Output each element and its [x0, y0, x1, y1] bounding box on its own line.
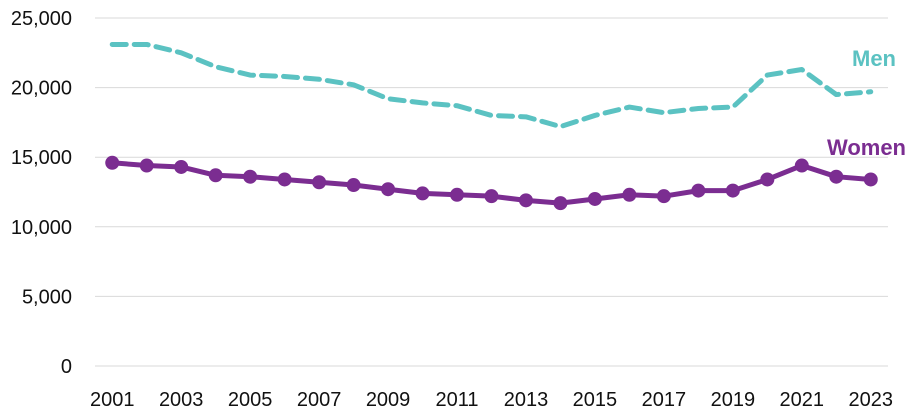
data-point-women: [346, 178, 361, 193]
data-point-women: [312, 175, 327, 190]
data-point-women: [656, 189, 671, 204]
x-tick-label: 2021: [780, 389, 825, 411]
data-point-women: [243, 169, 258, 184]
gridlines: [95, 17, 888, 367]
data-point-women: [829, 169, 844, 184]
x-tick-label: 2003: [159, 389, 204, 411]
y-tick-label: 15,000: [11, 147, 72, 169]
x-tick-label: 2013: [504, 389, 549, 411]
data-point-women: [725, 183, 740, 198]
y-tick-label: 25,000: [11, 8, 72, 30]
series-label-men: Men: [852, 46, 896, 71]
data-point-women: [450, 187, 465, 202]
data-point-women: [553, 196, 568, 211]
data-point-women: [518, 193, 533, 208]
data-point-women: [622, 187, 637, 202]
x-tick-label: 2005: [228, 389, 273, 411]
data-point-women: [277, 172, 292, 187]
data-point-women: [587, 191, 602, 206]
data-point-women: [863, 172, 878, 187]
labels-group: Men Women: [827, 46, 906, 160]
data-point-women: [174, 159, 189, 174]
x-tick-label: 2007: [297, 389, 342, 411]
data-point-women: [208, 168, 223, 183]
data-point-women: [794, 158, 809, 173]
y-tick-label: 10,000: [11, 217, 72, 239]
y-tick-label: 20,000: [11, 78, 72, 100]
x-tick-label: 2017: [642, 389, 687, 411]
y-tick-label: 0: [61, 356, 72, 378]
data-point-women: [691, 183, 706, 198]
x-tick-label: 2019: [711, 389, 756, 411]
data-point-women: [105, 155, 120, 170]
y-tick-label: 5,000: [22, 286, 72, 308]
x-tick-label: 2009: [366, 389, 411, 411]
data-point-women: [484, 189, 499, 204]
data-point-women: [139, 158, 154, 173]
axes: 0 5,000 10,000 15,000 20,000 25,000 2001 2003 20…: [11, 8, 893, 411]
data-point-women: [415, 186, 430, 201]
series-label-women: Women: [827, 135, 906, 160]
x-tick-label: 2001: [90, 389, 135, 411]
series-group: [105, 41, 878, 211]
x-tick-label: 2011: [436, 389, 479, 411]
x-tick-label: 2015: [573, 389, 618, 411]
x-tick-label: 2023: [849, 389, 894, 411]
series-line-men: [109, 41, 874, 130]
data-point-women: [381, 182, 396, 197]
data-point-women: [760, 172, 775, 187]
